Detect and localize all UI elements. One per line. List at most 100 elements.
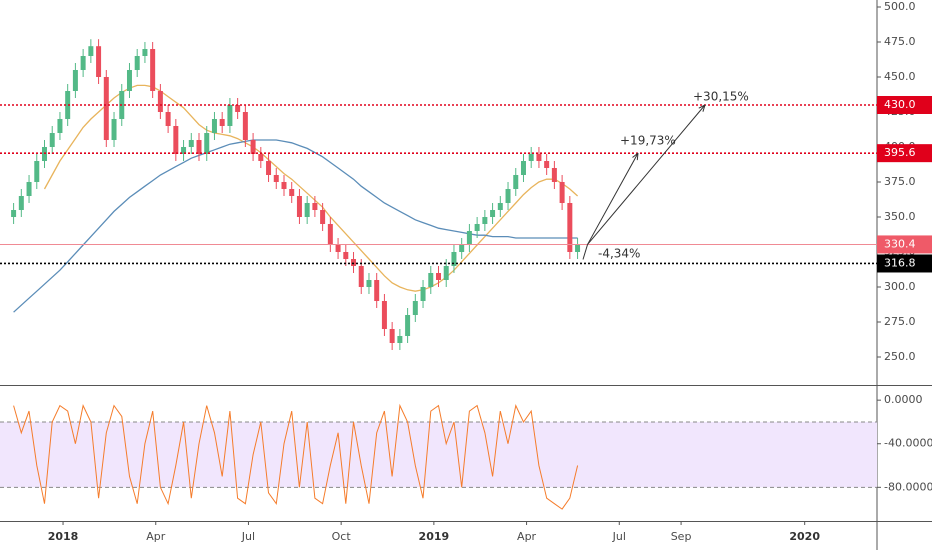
candle-body (80, 56, 86, 70)
candle-body (65, 91, 71, 119)
candle-body (103, 77, 109, 140)
candle-body (366, 280, 372, 287)
candle-body (235, 105, 241, 112)
y-tick-label: -80.0000 (884, 480, 932, 493)
x-tick-label: Jul (241, 530, 255, 543)
candle-body (211, 119, 217, 133)
candle-body (528, 154, 534, 161)
level-label: 395.6 (884, 146, 916, 159)
y-tick-label: 450.0 (884, 70, 916, 83)
candle-body (536, 154, 542, 161)
candle-body (96, 46, 102, 77)
candle-body (497, 203, 503, 210)
candle-body (420, 287, 426, 301)
candle-body (335, 245, 341, 252)
y-tick-label: 500.0 (884, 0, 916, 13)
candle-body (459, 245, 465, 252)
candle-body (474, 224, 480, 231)
candle-body (443, 266, 449, 280)
candle-body (72, 70, 78, 91)
candle-body (296, 196, 302, 217)
candle-body (173, 126, 179, 154)
candle-body (134, 56, 140, 70)
candle-body (343, 252, 349, 259)
candle-body (567, 203, 573, 252)
candle-body (374, 280, 380, 301)
candle-body (513, 175, 519, 189)
x-tick-label: Apr (517, 530, 537, 543)
candle-body (165, 112, 171, 126)
candle-body (273, 175, 279, 182)
annotation: -4,34% (598, 247, 640, 261)
candle-body (26, 182, 32, 196)
candle-body (204, 133, 210, 154)
candle-body (397, 336, 403, 343)
candle-body (490, 210, 496, 217)
level-label: 430.0 (884, 98, 916, 111)
candle-body (250, 140, 256, 154)
arrow-head (632, 152, 639, 161)
y-tick-label: -40.0000 (884, 437, 932, 450)
candle-body (219, 119, 225, 126)
candle-body (196, 140, 202, 154)
candle-body (41, 147, 47, 161)
candle-body (358, 266, 364, 287)
x-tick-label: 2018 (48, 530, 79, 543)
candle-body (320, 210, 326, 224)
candle-body (505, 189, 511, 203)
candle-body (18, 196, 24, 210)
level-label: 316.8 (884, 256, 916, 269)
arrow-head (698, 104, 706, 112)
candle-body (281, 182, 287, 189)
candle-body (157, 91, 163, 112)
candle-body (289, 189, 295, 196)
candle-body (327, 224, 333, 245)
candle-body (451, 252, 457, 266)
candle-body (188, 140, 194, 147)
candle-body (412, 301, 418, 315)
x-tick-label: Oct (332, 530, 352, 543)
candle-body (466, 231, 472, 245)
level-label-box (877, 144, 932, 163)
candle-body (559, 182, 565, 203)
candle-body (304, 203, 310, 217)
oscillator-line (13, 403, 579, 510)
candle-body (389, 329, 395, 343)
projection-arrow (587, 152, 639, 245)
candle-body (181, 147, 187, 154)
candle-body (312, 203, 318, 210)
x-tick-label: Sep (671, 530, 692, 543)
candle-body (436, 273, 441, 280)
x-tick-label: Apr (146, 530, 166, 543)
y-tick-label: 250.0 (884, 350, 916, 363)
level-label-box (877, 235, 932, 254)
y-tick-label: 375.0 (884, 175, 916, 188)
candle-body (520, 161, 526, 175)
level-label-box (877, 96, 932, 114)
annotation: +30,15% (693, 90, 749, 104)
moving-average (43, 84, 579, 292)
projection-arrow (582, 244, 589, 260)
candle-body (428, 273, 434, 287)
x-tick-label: Jul (612, 530, 626, 543)
candle-body (381, 301, 387, 329)
y-tick-label: 0.0000 (884, 393, 923, 406)
candle-body (242, 112, 248, 140)
moving-average (13, 139, 578, 313)
x-tick-label: 2019 (419, 530, 450, 543)
y-tick-label: 300.0 (884, 280, 916, 293)
level-label: 330.4 (884, 237, 916, 250)
candle-body (266, 161, 272, 175)
candle-body (258, 154, 264, 161)
candle-body (142, 49, 148, 56)
projection-arrow (587, 104, 706, 245)
candle-body (57, 119, 63, 133)
y-tick-label: 275.0 (884, 315, 916, 328)
x-tick-label: 2020 (789, 530, 820, 543)
level-label-box (877, 254, 932, 273)
candle-body (34, 161, 40, 182)
candle-body (227, 105, 233, 126)
candle-body (405, 315, 411, 336)
candle-body (544, 161, 550, 168)
